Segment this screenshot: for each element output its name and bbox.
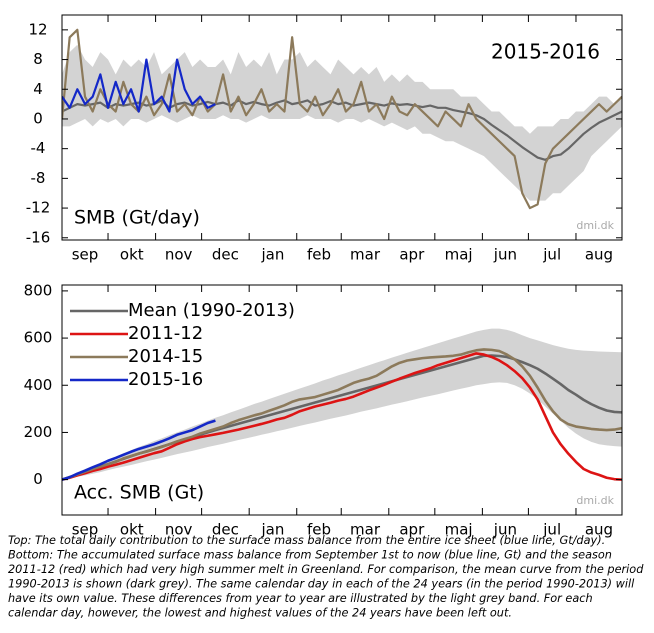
month-label: aug <box>585 521 613 539</box>
series-line <box>62 58 216 113</box>
month-label: feb <box>307 246 331 264</box>
series-line <box>62 348 622 481</box>
month-label: okt <box>120 246 144 264</box>
month-label: jul <box>542 521 561 539</box>
band <box>62 44 622 201</box>
y-tick-label: -16 <box>26 228 51 246</box>
month-label: maj <box>445 521 473 539</box>
month-label: jul <box>542 246 561 264</box>
series-line <box>62 28 622 210</box>
month-label: mar <box>350 521 381 539</box>
month-label: feb <box>307 521 331 539</box>
y-tick-label: 0 <box>33 109 43 127</box>
caption-line: 1990-2013 is shown (dark grey). The same… <box>8 578 635 591</box>
month-label: sep <box>72 521 99 539</box>
plot <box>62 328 622 481</box>
y-tick-label: -12 <box>26 199 51 217</box>
watermark: dmi.dk <box>576 219 614 232</box>
legend-label: 2014-15 <box>128 346 203 367</box>
y-tick-label: 0 <box>33 470 43 488</box>
month-label: jun <box>493 246 517 264</box>
caption-line: 2011-12 (red) which had very high summer… <box>8 563 644 576</box>
caption-line: Top: The total daily contribution to the… <box>8 534 605 547</box>
month-label: aug <box>585 246 613 264</box>
month-label: nov <box>165 246 193 264</box>
ylabel: SMB (Gt/day) <box>74 207 200 229</box>
month-label: dec <box>212 521 239 539</box>
month-label: apr <box>399 246 425 264</box>
series-line <box>62 419 216 481</box>
annotation: 2015-2016 <box>491 40 600 64</box>
series-line <box>62 352 622 481</box>
month-label: jan <box>261 246 285 264</box>
month-label: okt <box>120 521 144 539</box>
month-label: jan <box>261 521 285 539</box>
caption-line: Bottom: The accumulated surface mass bal… <box>8 549 612 562</box>
y-tick-label: -8 <box>31 169 46 187</box>
month-label: apr <box>399 521 425 539</box>
y-tick-label: 200 <box>24 423 53 441</box>
plot <box>62 28 622 210</box>
month-label: sep <box>72 246 99 264</box>
month-label: jun <box>493 521 517 539</box>
plot-frame <box>61 14 623 241</box>
y-tick-label: -4 <box>31 139 46 157</box>
plot-frame <box>61 284 623 516</box>
month-label: nov <box>165 521 193 539</box>
month-label: mar <box>350 246 381 264</box>
caption-line: calendar day, however, the lowest and hi… <box>8 607 512 620</box>
legend-label: Mean (1990-2013) <box>128 300 295 321</box>
month-label: maj <box>445 246 473 264</box>
y-tick-label: 4 <box>33 80 43 98</box>
watermark: dmi.dk <box>576 494 614 507</box>
y-tick-label: 400 <box>24 376 53 394</box>
y-tick-label: 8 <box>33 50 43 68</box>
caption-line: have its own value. These differences fr… <box>8 592 593 605</box>
ylabel: Acc. SMB (Gt) <box>74 482 204 504</box>
legend-label: 2015-16 <box>128 369 203 390</box>
legend-label: 2011-12 <box>128 323 203 344</box>
y-tick-label: 600 <box>24 329 53 347</box>
y-tick-label: 12 <box>28 20 47 38</box>
y-tick-label: 800 <box>24 281 53 299</box>
band <box>62 328 622 480</box>
month-label: dec <box>212 246 239 264</box>
